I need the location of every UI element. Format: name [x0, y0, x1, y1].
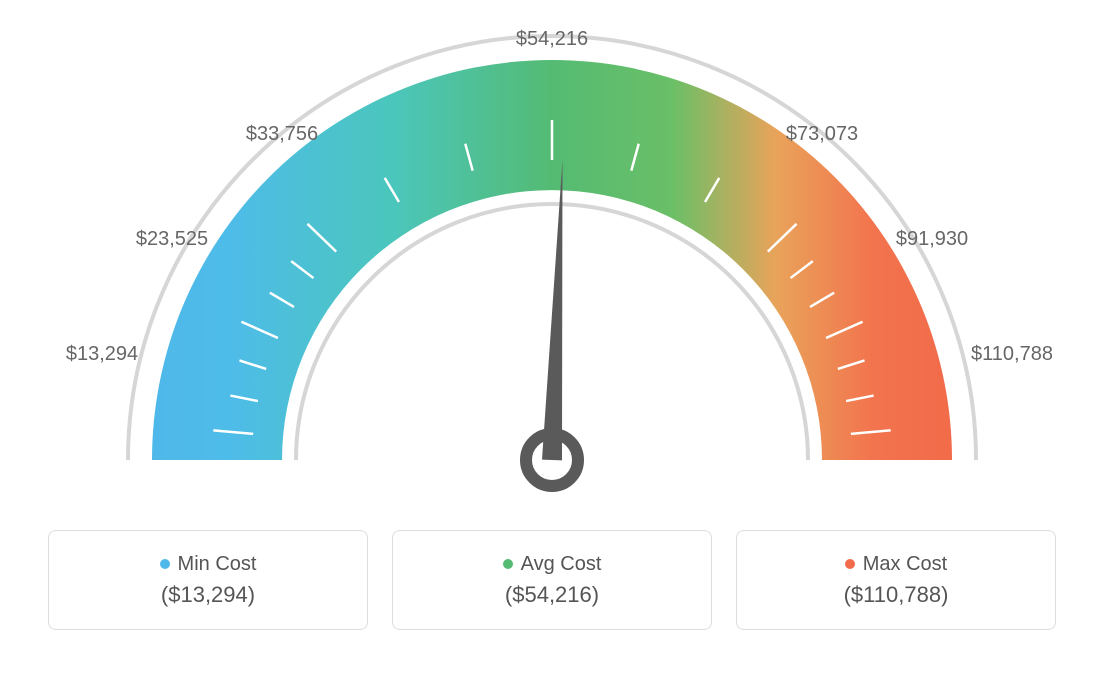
legend-value-avg: ($54,216) [505, 582, 599, 608]
legend-row: Min Cost ($13,294) Avg Cost ($54,216) Ma… [20, 530, 1084, 630]
legend-label-row-max: Max Cost [845, 553, 947, 576]
legend-value-min: ($13,294) [161, 582, 255, 608]
legend-card-avg: Avg Cost ($54,216) [392, 530, 712, 630]
legend-label-min: Min Cost [178, 553, 257, 576]
gauge-tick-label: $110,788 [971, 343, 1052, 365]
legend-value-max: ($110,788) [844, 582, 949, 608]
legend-label-avg: Avg Cost [521, 553, 602, 576]
gauge-tick-label: $91,930 [896, 228, 968, 250]
cost-gauge: $13,294 $23,525 $33,756 $54,216 $73,073 $91,9… [52, 20, 1052, 510]
gauge-tick-label: $23,525 [136, 228, 208, 250]
legend-label-row-avg: Avg Cost [503, 553, 602, 576]
dot-icon [845, 559, 855, 569]
gauge-tick-label: $54,216 [516, 28, 588, 50]
gauge-tick-label: $73,073 [786, 123, 858, 145]
legend-label-row-min: Min Cost [160, 553, 257, 576]
dot-icon [160, 559, 170, 569]
legend-card-max: Max Cost ($110,788) [736, 530, 1056, 630]
gauge-container: $13,294 $23,525 $33,756 $54,216 $73,073 $91,9… [20, 20, 1084, 510]
gauge-tick-label: $13,294 [66, 343, 138, 365]
dot-icon [503, 559, 513, 569]
legend-card-min: Min Cost ($13,294) [48, 530, 368, 630]
legend-label-max: Max Cost [863, 553, 947, 576]
gauge-tick-label: $33,756 [246, 123, 318, 145]
